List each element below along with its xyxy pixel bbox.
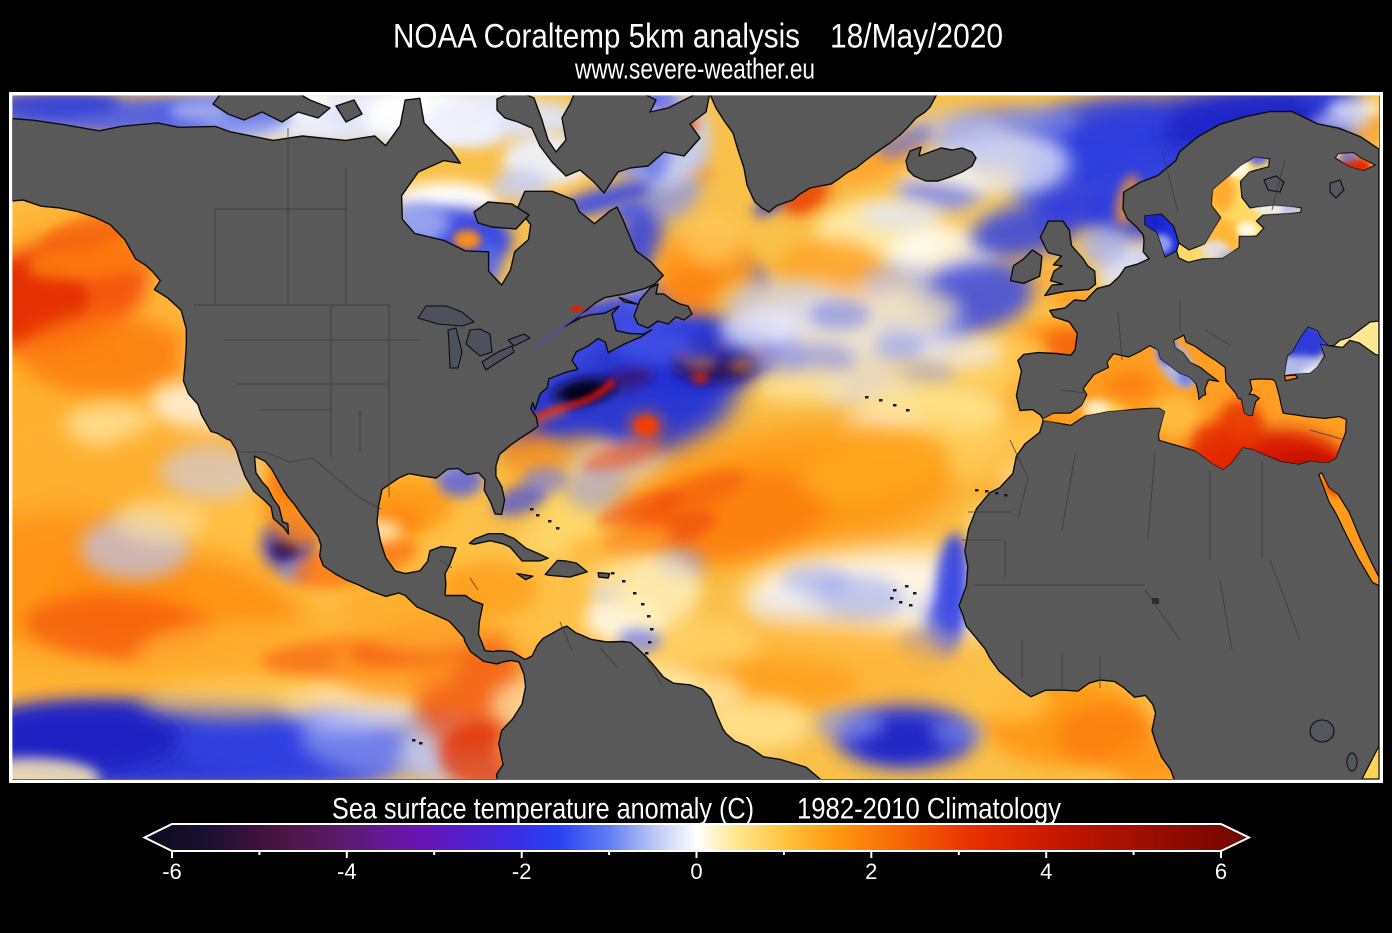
svg-text:Sea surface temperature anomal: Sea surface temperature anomaly (C) [332, 793, 754, 826]
svg-text:6: 6 [1215, 859, 1227, 884]
svg-text:-6: -6 [162, 859, 182, 884]
svg-text:2: 2 [865, 859, 877, 884]
svg-text:NOAA Coraltemp 5km analysis: NOAA Coraltemp 5km analysis [393, 18, 800, 56]
svg-text:-4: -4 [337, 859, 357, 884]
svg-text:1982-2010 Climatology: 1982-2010 Climatology [797, 793, 1061, 826]
svg-text:18/May/2020: 18/May/2020 [830, 18, 1003, 56]
svg-text:www.severe-weather.eu: www.severe-weather.eu [574, 54, 815, 86]
svg-text:0: 0 [690, 859, 702, 884]
svg-text:-2: -2 [512, 859, 532, 884]
svg-text:4: 4 [1040, 859, 1052, 884]
